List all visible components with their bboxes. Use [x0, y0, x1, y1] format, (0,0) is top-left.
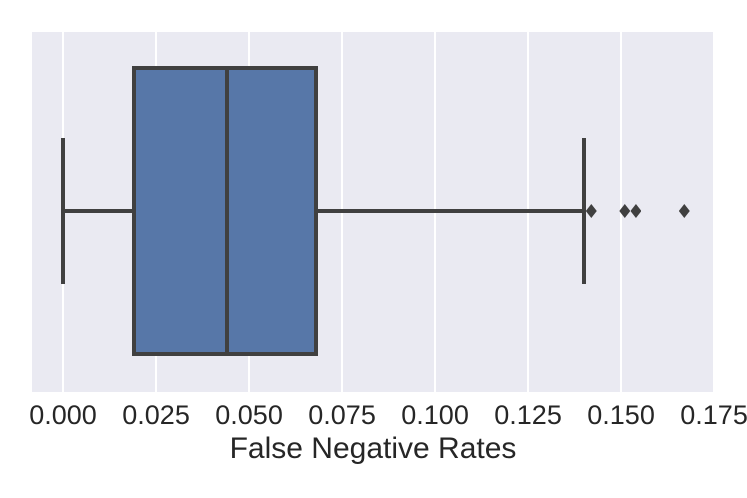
whisker-cap-right: [581, 138, 586, 284]
x-tick-label: 0.075: [308, 400, 376, 430]
x-tick-label: 0.125: [494, 400, 562, 430]
outlier-marker: [619, 204, 631, 218]
x-tick-label: 0.025: [122, 400, 190, 430]
x-axis-label: False Negative Rates: [229, 432, 517, 465]
median-line: [224, 70, 229, 352]
whisker-left: [63, 209, 134, 213]
outlier-marker: [678, 204, 690, 218]
plot-area: [32, 32, 715, 392]
x-tick-label: 0.150: [587, 400, 655, 430]
whisker-cap-left: [61, 138, 66, 284]
x-tick-label: 0.050: [215, 400, 283, 430]
whisker-right: [316, 209, 584, 213]
x-tick-label: 0.175: [680, 400, 747, 430]
gridline: [713, 32, 715, 392]
x-tick-label: 0.000: [29, 400, 97, 430]
outlier-marker: [630, 204, 642, 218]
x-tick-label: 0.100: [401, 400, 469, 430]
outlier-marker: [585, 204, 597, 218]
